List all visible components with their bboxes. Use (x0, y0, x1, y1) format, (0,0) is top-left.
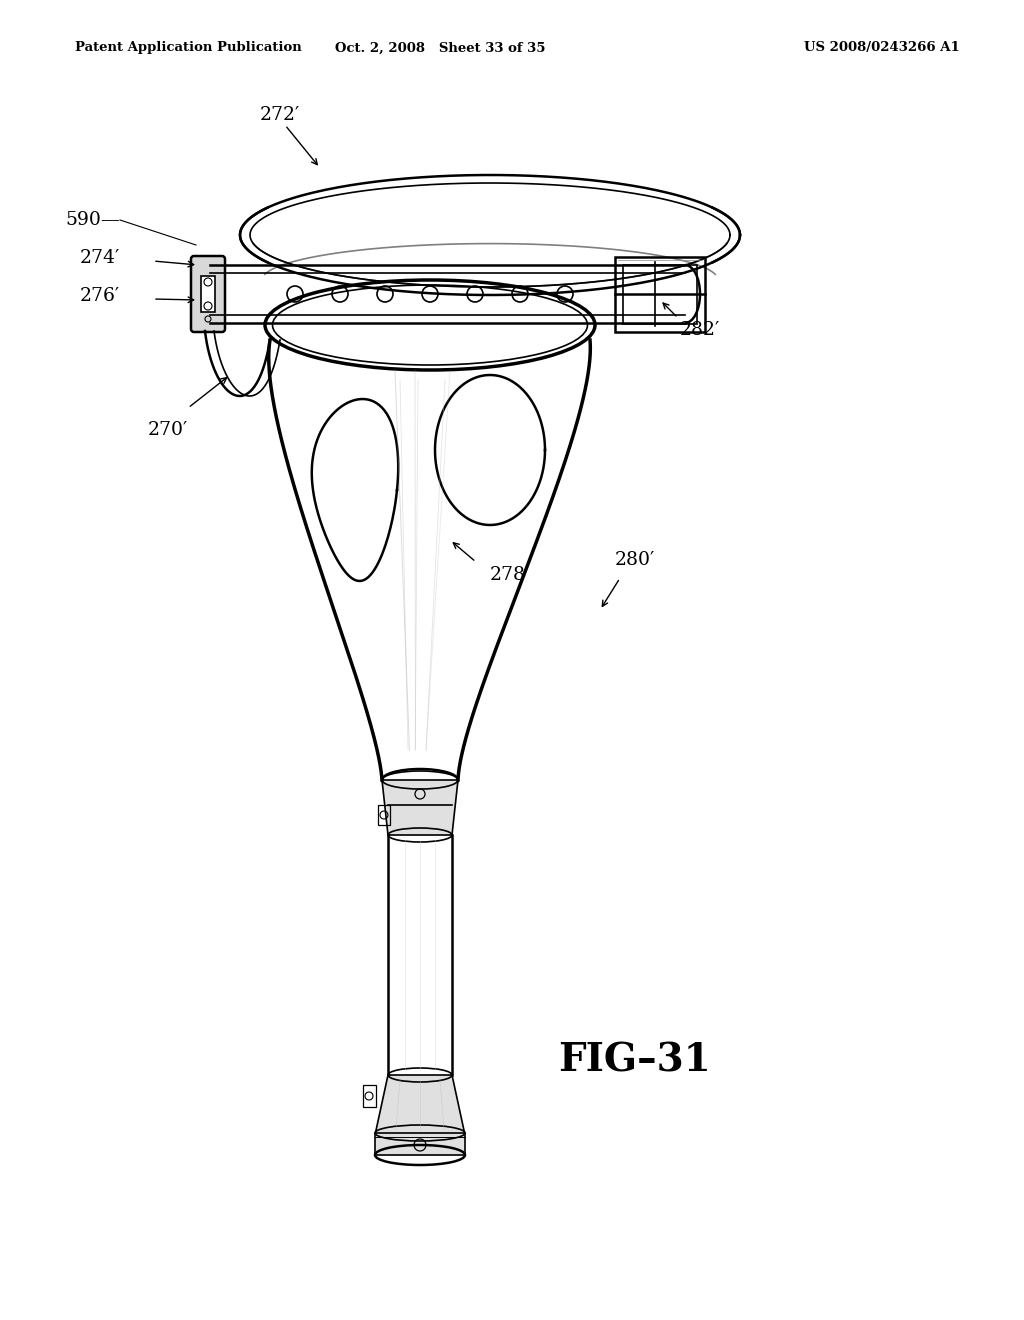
Text: 278′: 278′ (490, 566, 530, 583)
FancyBboxPatch shape (191, 256, 225, 333)
Bar (623, 265, 697, 323)
Text: Patent Application Publication: Patent Application Publication (75, 41, 302, 54)
Bar (615, 257, 705, 333)
Polygon shape (375, 1074, 465, 1155)
Text: 270′: 270′ (148, 421, 188, 440)
Text: 590—: 590— (66, 211, 120, 228)
Text: FIG–31: FIG–31 (559, 1041, 712, 1078)
Text: 274′: 274′ (80, 249, 120, 267)
Text: 276′: 276′ (80, 286, 120, 305)
Bar (201, 276, 215, 312)
Text: Oct. 2, 2008   Sheet 33 of 35: Oct. 2, 2008 Sheet 33 of 35 (335, 41, 545, 54)
Polygon shape (382, 780, 458, 836)
Text: 272′: 272′ (260, 106, 300, 124)
Text: US 2008/0243266 A1: US 2008/0243266 A1 (804, 41, 961, 54)
Text: 280′: 280′ (615, 550, 655, 569)
Bar (378, 805, 390, 825)
Bar (362, 1085, 376, 1107)
Text: 282′: 282′ (680, 321, 720, 339)
